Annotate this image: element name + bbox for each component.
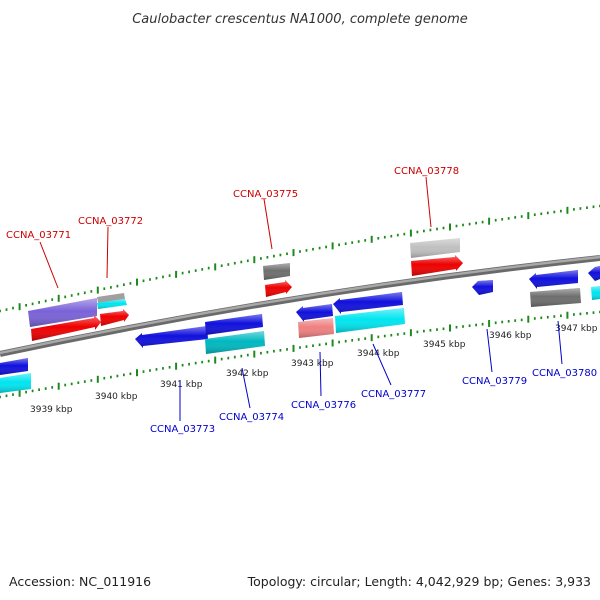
outer-tick-ring — [0, 204, 600, 313]
scale-label: 3945 kbp — [423, 340, 466, 350]
gene-label[interactable]: CCNA_03779 — [462, 376, 527, 387]
scale-label: 3944 kbp — [357, 349, 400, 359]
genome-summary: Topology: circular; Length: 4,042,929 bp… — [247, 574, 591, 589]
forward-strand-genes — [28, 238, 463, 341]
forward-gene-labels: CCNA_03771 CCNA_03772 CCNA_03775 CCNA_03… — [6, 166, 459, 289]
gene-label[interactable]: CCNA_03772 — [78, 216, 143, 227]
scale-label: 3947 kbp — [555, 324, 598, 334]
accession-label: Accession: NC_011916 — [9, 574, 151, 589]
gene-label[interactable]: CCNA_03775 — [233, 189, 298, 200]
reverse-strand-genes — [0, 266, 600, 393]
scale-label: 3946 kbp — [489, 331, 532, 341]
gene-label[interactable]: CCNA_03778 — [394, 166, 459, 177]
gene-label[interactable]: CCNA_03780 — [532, 368, 597, 379]
map-title: Caulobacter crescentus NA1000, complete … — [132, 12, 468, 27]
scale-label: 3943 kbp — [291, 359, 334, 369]
gene-feature[interactable] — [97, 293, 125, 303]
inner-tick-ring — [0, 310, 600, 399]
scale-label: 3942 kbp — [226, 369, 269, 379]
gene-label[interactable]: CCNA_03777 — [361, 389, 426, 400]
scale-label: 3940 kbp — [95, 392, 138, 402]
gene-label[interactable]: CCNA_03774 — [219, 412, 284, 423]
scale-label: 3939 kbp — [30, 405, 73, 415]
genome-backbone — [0, 255, 600, 357]
gene-label[interactable]: CCNA_03776 — [291, 400, 356, 411]
gene-label[interactable]: CCNA_03771 — [6, 230, 71, 241]
scale-labels: 3939 kbp 3940 kbp 3941 kbp 3942 kbp 3943… — [30, 324, 598, 415]
gene-label[interactable]: CCNA_03773 — [150, 424, 215, 435]
scale-label: 3941 kbp — [160, 380, 203, 390]
reverse-gene-labels: CCNA_03773 CCNA_03774 CCNA_03776 CCNA_03… — [150, 320, 597, 435]
